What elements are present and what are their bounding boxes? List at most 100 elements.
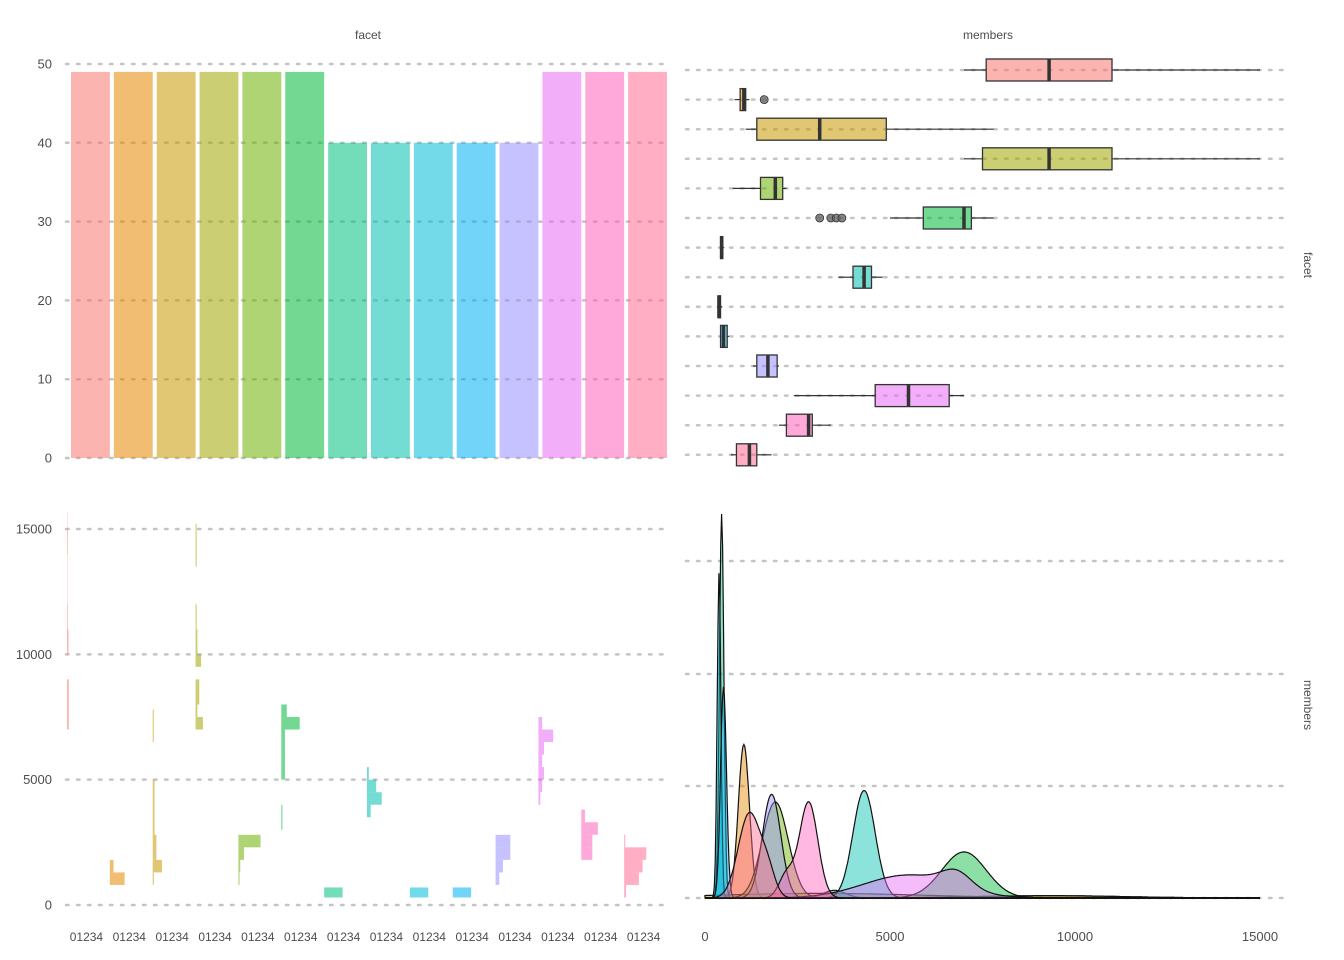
histogram-bar (624, 872, 639, 885)
histogram-bar (409, 887, 429, 898)
histogram-bar (109, 872, 125, 885)
histogram-bar (624, 859, 643, 873)
histogram-bar (581, 847, 593, 860)
x-tick-label: 01234 (541, 930, 575, 944)
histogram-bar (152, 859, 162, 873)
histogram-bar (67, 679, 69, 705)
histogram-bar (152, 779, 155, 835)
panel-members-boxplots (684, 58, 1292, 467)
histogram-bar (495, 859, 503, 873)
strip-title-members: members (963, 28, 1013, 42)
bar (199, 71, 239, 458)
x-tick-label: 01234 (284, 930, 318, 944)
x-tick-label: 0 (701, 929, 708, 944)
y-tick-label: 10000 (16, 647, 52, 662)
histogram-bar (238, 872, 240, 885)
bar (499, 142, 539, 459)
y-tick-label: 5000 (23, 772, 52, 787)
x-tick-label: 01234 (241, 930, 275, 944)
histogram-bar (367, 767, 369, 780)
x-tick-label: 01234 (198, 930, 232, 944)
histogram-bar (538, 779, 543, 793)
bar (456, 142, 496, 459)
outlier-point (759, 95, 769, 104)
y-tick-label: 15000 (16, 522, 52, 537)
histogram-bar (281, 704, 287, 717)
bar (113, 71, 153, 458)
bar (328, 142, 367, 459)
histogram-bar (538, 717, 543, 730)
histogram-bar (238, 847, 244, 860)
histogram-bar (624, 834, 626, 848)
histogram-bar (67, 629, 69, 655)
histogram-bar (152, 872, 154, 885)
histogram-bar (495, 834, 511, 848)
histogram-bar (581, 822, 598, 835)
y-tick-label: 10 (38, 372, 52, 387)
histogram-bar (195, 679, 200, 705)
histogram-bar (581, 834, 593, 848)
histogram-bar (281, 729, 285, 755)
histogram-bar (195, 654, 202, 667)
x-tick-label: 01234 (70, 930, 104, 944)
histogram-bar (238, 834, 261, 848)
box (852, 265, 873, 289)
y-tick-label: 0 (45, 451, 52, 466)
x-tick-label: 01234 (113, 930, 147, 944)
box (922, 206, 973, 230)
histogram-bar (495, 872, 500, 885)
x-tick-label: 01234 (413, 930, 447, 944)
histogram-bar (452, 887, 472, 898)
box (785, 413, 813, 437)
y-tick-label: 20 (38, 293, 52, 308)
row-strip-members: members (1301, 680, 1315, 730)
histogram-bar (624, 847, 647, 860)
y-tick-label: 50 (38, 57, 52, 72)
panel-members-histograms: 0 5000 10000 15000 01234 01234 01234 01234 01234… (16, 511, 668, 944)
x-tick-label: 01234 (155, 930, 189, 944)
x-tick-label: 15000 (1242, 929, 1278, 944)
histogram-bar (67, 529, 68, 555)
density-curve (705, 811, 1260, 899)
bar (371, 142, 410, 459)
outlier-point (837, 213, 847, 223)
bar (242, 71, 282, 458)
box (981, 147, 1113, 171)
histogram-bar (281, 717, 300, 730)
histogram-bar (538, 754, 543, 768)
histogram-bar (281, 754, 285, 780)
x-tick-label: 01234 (627, 930, 661, 944)
x-tick-label: 01234 (327, 930, 361, 944)
histogram-bar (195, 629, 198, 655)
y-tick-label: 0 (45, 898, 52, 913)
bar (585, 71, 625, 458)
panel-facet-bars: 0 10 20 30 40 50 (38, 57, 668, 466)
histogram-bar (538, 729, 554, 743)
histogram-bar (195, 717, 203, 730)
histogram-bar (195, 523, 197, 567)
x-tick-label: 01234 (498, 930, 532, 944)
x-tick-label: 01234 (584, 930, 618, 944)
x-tick-label: 5000 (876, 929, 905, 944)
x-tick-label: 10000 (1057, 929, 1093, 944)
box (756, 117, 887, 141)
histogram-bar (195, 704, 198, 717)
histogram-bar (495, 847, 511, 860)
panel-members-density: 0 5000 10000 15000 (684, 513, 1292, 944)
x-tick-label: 01234 (455, 930, 489, 944)
bar (156, 71, 196, 458)
outlier-point (815, 213, 825, 223)
x-tick-label: 01234 (370, 930, 404, 944)
histogram-bar (152, 834, 157, 860)
histogram-bar (624, 884, 626, 898)
histogram-bar (538, 767, 544, 780)
box (735, 443, 758, 467)
histogram-bar (238, 859, 241, 873)
bar (542, 71, 582, 458)
strip-title-facet: facet (355, 28, 382, 42)
y-tick-label: 40 (38, 135, 52, 150)
box (759, 176, 784, 201)
histogram-bar (538, 792, 541, 805)
histogram-bar (367, 804, 371, 818)
row-strip-facet: facet (1301, 252, 1315, 279)
